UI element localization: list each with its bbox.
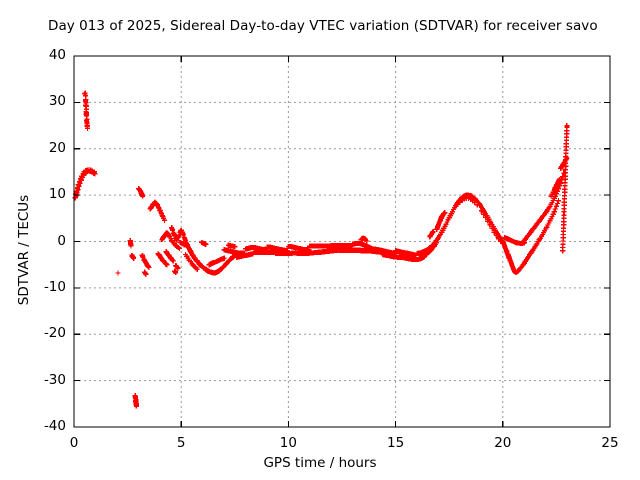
x-tick-label: 10: [279, 435, 297, 451]
x-tick-label: 20: [494, 435, 512, 451]
x-tick-label: 5: [176, 435, 186, 451]
x-tick-label: 0: [69, 435, 79, 451]
y-tick-label: 30: [48, 93, 66, 110]
y-tick-label: 10: [48, 186, 66, 203]
x-tick-label: 15: [387, 435, 405, 451]
y-tick-label: -20: [43, 325, 66, 342]
y-tick-label: -40: [43, 418, 66, 434]
y-tick-label: 0: [57, 232, 66, 249]
y-tick-label: 20: [48, 139, 66, 156]
y-tick-label: -10: [43, 278, 66, 295]
y-tick-label: -30: [43, 371, 66, 388]
data-series: [72, 90, 570, 409]
y-tick-label: 40: [48, 47, 66, 63]
x-tick-label: 25: [601, 435, 619, 451]
chart-title: Day 013 of 2025, Sidereal Day-to-day VTE…: [48, 18, 598, 34]
x-axis-label: GPS time / hours: [263, 455, 377, 471]
